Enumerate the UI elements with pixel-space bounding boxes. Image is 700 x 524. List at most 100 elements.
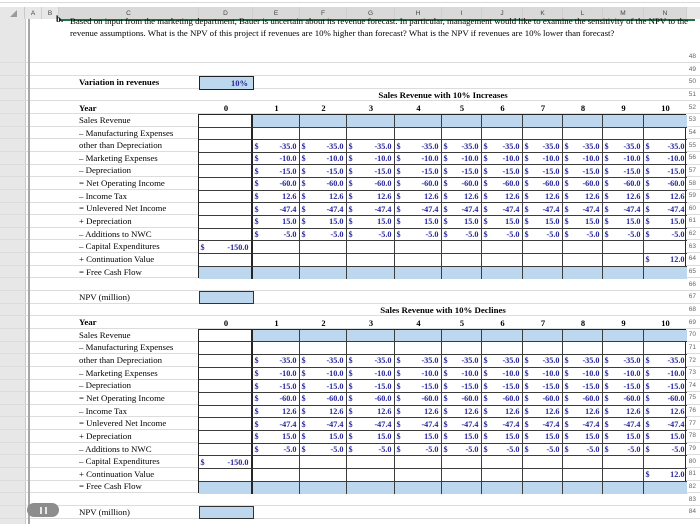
value-cell[interactable]: $ -35.0 xyxy=(441,140,482,153)
value-cell[interactable]: $ -5.0 xyxy=(481,228,523,242)
column-header-J[interactable]: J xyxy=(482,7,523,19)
table-cell[interactable] xyxy=(198,114,253,128)
row-label[interactable]: – Marketing Expenses xyxy=(79,152,158,163)
table-cell[interactable] xyxy=(252,342,300,356)
table-cell[interactable] xyxy=(198,329,253,343)
table-cell[interactable] xyxy=(252,254,300,267)
value-cell[interactable]: $ -35.0 xyxy=(252,140,300,153)
value-cell[interactable]: $12.6 xyxy=(522,190,563,204)
table-cell[interactable] xyxy=(562,481,603,495)
table-cell[interactable] xyxy=(481,127,523,141)
year-2-header[interactable]: 2 xyxy=(321,102,326,113)
row-header-49[interactable]: 49 xyxy=(0,63,700,77)
table-cell[interactable] xyxy=(252,266,300,280)
value-cell[interactable]: $ -35.0 xyxy=(562,355,603,368)
row-label[interactable]: – Depreciation xyxy=(79,165,132,176)
row-label[interactable]: + Continuation Value xyxy=(79,468,155,479)
value-cell[interactable]: $ -60.0 xyxy=(346,393,395,406)
year-2-header[interactable]: 2 xyxy=(321,317,326,328)
table-cell[interactable] xyxy=(252,456,300,469)
table-cell[interactable] xyxy=(198,203,253,217)
table-cell[interactable] xyxy=(299,266,347,280)
value-cell[interactable]: $ -5.0 xyxy=(481,443,523,457)
table-cell[interactable] xyxy=(346,266,395,280)
table1-npv-input-cell[interactable] xyxy=(199,290,254,304)
year-9-header[interactable]: 9 xyxy=(621,102,626,113)
value-cell[interactable]: $ -5.0 xyxy=(602,228,644,242)
value-cell[interactable]: $ -47.4 xyxy=(522,418,563,431)
table-cell[interactable] xyxy=(643,128,687,141)
value-cell[interactable]: $15.0 xyxy=(562,216,603,229)
table-cell[interactable] xyxy=(346,342,395,356)
table-cell[interactable] xyxy=(441,329,482,343)
table2-npv-input-cell[interactable] xyxy=(199,505,254,519)
row-label[interactable]: = Unlevered Net Income xyxy=(79,418,167,429)
table-cell[interactable] xyxy=(198,266,253,280)
column-header-D[interactable]: D xyxy=(199,7,253,19)
value-cell[interactable]: $ -35.0 xyxy=(394,140,442,153)
row-label[interactable]: other than Depreciation xyxy=(79,355,163,366)
table-cell[interactable] xyxy=(198,152,253,166)
value-cell[interactable]: $ -15.0 xyxy=(562,380,603,394)
value-cell[interactable]: $ -47.4 xyxy=(299,418,347,431)
table-cell[interactable] xyxy=(198,367,253,381)
value-cell[interactable]: $15.0 xyxy=(394,216,442,229)
table-cell[interactable] xyxy=(394,468,442,482)
year-1-header[interactable]: 1 xyxy=(274,102,279,113)
value-cell[interactable]: $ -47.4 xyxy=(643,418,687,431)
value-cell[interactable]: $ -5.0 xyxy=(522,443,563,457)
table-cell[interactable] xyxy=(481,481,523,495)
table-cell[interactable] xyxy=(252,481,300,495)
table-cell[interactable] xyxy=(522,468,563,482)
value-cell[interactable]: $ -15.0 xyxy=(252,165,300,179)
table-cell[interactable] xyxy=(394,481,442,495)
table-cell[interactable] xyxy=(643,329,687,343)
table-cell[interactable] xyxy=(299,342,347,356)
table-cell[interactable] xyxy=(602,342,644,356)
value-cell[interactable]: $ -5.0 xyxy=(441,443,482,457)
table-cell[interactable] xyxy=(481,456,523,469)
year-7-header[interactable]: 7 xyxy=(540,317,546,328)
value-cell[interactable]: $ -15.0 xyxy=(643,165,687,179)
value-cell[interactable]: $ -47.4 xyxy=(481,203,523,217)
value-cell[interactable]: $ -15.0 xyxy=(643,380,687,394)
year-3-header[interactable]: 3 xyxy=(368,317,374,328)
pause-indicator-pill[interactable] xyxy=(27,503,59,517)
table-cell[interactable] xyxy=(522,254,563,267)
table-cell[interactable] xyxy=(346,329,395,343)
value-cell[interactable]: $ -15.0 xyxy=(441,380,482,394)
table-cell[interactable] xyxy=(198,443,253,457)
row-header-84[interactable]: 84 xyxy=(0,506,700,519)
table-cell[interactable] xyxy=(562,241,603,255)
value-cell[interactable]: $ -150.0 xyxy=(198,241,253,255)
year-6-header[interactable]: 6 xyxy=(500,317,505,328)
year-8-header[interactable]: 8 xyxy=(580,102,586,113)
table-cell[interactable] xyxy=(441,481,482,495)
value-cell[interactable]: $ -60.0 xyxy=(481,393,523,406)
table-cell[interactable] xyxy=(562,254,603,267)
value-cell[interactable]: $ -10.0 xyxy=(394,367,442,381)
table-cell[interactable] xyxy=(522,241,563,255)
value-cell[interactable]: $12.6 xyxy=(602,405,644,419)
value-cell[interactable]: $ -5.0 xyxy=(252,443,300,457)
table-cell[interactable] xyxy=(643,456,687,469)
year-0-header[interactable]: 0 xyxy=(223,317,229,328)
table-cell[interactable] xyxy=(198,393,253,406)
value-cell[interactable]: $ -35.0 xyxy=(394,355,442,368)
value-cell[interactable]: $ -10.0 xyxy=(441,367,482,381)
value-cell[interactable]: $ -10.0 xyxy=(643,153,687,166)
value-cell[interactable]: $ -15.0 xyxy=(299,165,347,179)
column-header-L[interactable]: L xyxy=(563,7,603,19)
table-cell[interactable] xyxy=(602,329,644,343)
table-cell[interactable] xyxy=(643,266,687,280)
value-cell[interactable]: $12.6 xyxy=(252,190,300,204)
value-cell[interactable]: $ -5.0 xyxy=(643,229,687,242)
table-cell[interactable] xyxy=(346,456,395,469)
column-header-G[interactable]: G xyxy=(347,7,395,19)
table-cell[interactable] xyxy=(198,380,253,394)
table-cell[interactable] xyxy=(602,481,644,495)
table-cell[interactable] xyxy=(198,178,253,191)
table-cell[interactable] xyxy=(562,127,603,141)
column-header-K[interactable]: K xyxy=(523,7,563,19)
value-cell[interactable]: $12.6 xyxy=(522,405,563,419)
